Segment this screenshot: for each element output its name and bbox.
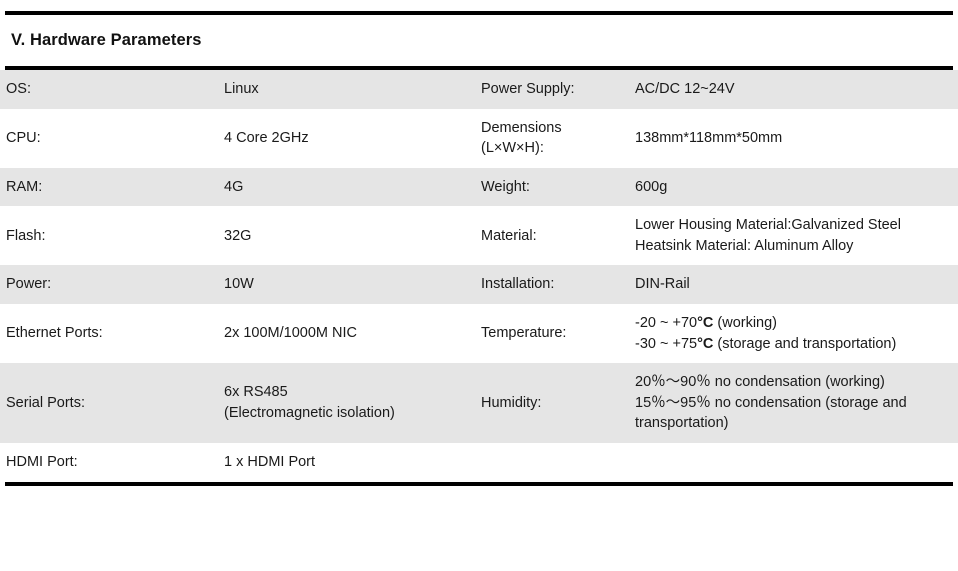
param-label-os: OS: — [0, 70, 218, 109]
param-label-material: Material: — [475, 206, 629, 266]
hardware-parameters-page: V. Hardware Parameters OS: Linux Power S… — [0, 11, 958, 571]
table-body: OS: Linux Power Supply: AC/DC 12~24V CPU… — [0, 70, 958, 482]
param-label-temperature: Temperature: — [475, 304, 629, 364]
top-rule-divider — [5, 11, 953, 15]
param-value-ram: 4G — [218, 167, 475, 207]
param-value-cpu: 4 Core 2GHz — [218, 108, 475, 168]
table-header-rule-divider — [5, 66, 953, 70]
table-row: Ethernet Ports: 2x 100M/1000M NIC Temper… — [0, 304, 958, 364]
param-label-ethernet-ports: Ethernet Ports: — [0, 304, 218, 364]
bottom-rule-divider — [5, 481, 953, 486]
param-label-installation: Installation: — [475, 265, 629, 305]
table-row: Power: 10W Installation: DIN-Rail — [0, 265, 958, 305]
param-value-os: Linux — [218, 70, 475, 109]
param-value-dimensions: 138mm*118mm*50mm — [629, 108, 958, 168]
param-label-cpu: CPU: — [0, 108, 218, 168]
section-title-band: V. Hardware Parameters — [5, 15, 953, 66]
param-value-power: 10W — [218, 265, 475, 305]
param-label-power-supply: Power Supply: — [475, 70, 629, 109]
param-label-flash: Flash: — [0, 206, 218, 266]
param-value-temperature: -20 ~ +70°C (working) -30 ~ +75°C (storag… — [629, 304, 958, 364]
table-row: HDMI Port: 1 x HDMI Port — [0, 442, 958, 482]
param-label-ram: RAM: — [0, 167, 218, 207]
table-row: CPU: 4 Core 2GHz Demensions (L×W×H): 138… — [0, 108, 958, 168]
param-label-weight: Weight: — [475, 167, 629, 207]
param-value-power-supply: AC/DC 12~24V — [629, 70, 958, 109]
table-row: RAM: 4G Weight: 600g — [0, 167, 958, 207]
param-value-flash: 32G — [218, 206, 475, 266]
param-value-empty — [629, 442, 958, 482]
param-label-empty — [475, 442, 629, 482]
param-label-dimensions: Demensions (L×W×H): — [475, 108, 629, 168]
param-value-installation: DIN-Rail — [629, 265, 958, 305]
param-value-ethernet-ports: 2x 100M/1000M NIC — [218, 304, 475, 364]
table-row: OS: Linux Power Supply: AC/DC 12~24V — [0, 70, 958, 109]
hardware-parameters-table: OS: Linux Power Supply: AC/DC 12~24V CPU… — [0, 70, 958, 482]
param-value-serial-ports: 6x RS485 (Electromagnetic isolation) — [218, 363, 475, 443]
param-value-material: Lower Housing Material:Galvanized Steel … — [629, 206, 958, 266]
param-label-hdmi-port: HDMI Port: — [0, 442, 218, 482]
param-value-humidity: 20％〜90％ no condensation (working) 15％〜95… — [629, 363, 958, 443]
param-label-serial-ports: Serial Ports: — [0, 363, 218, 443]
page-title: V. Hardware Parameters — [11, 31, 202, 49]
table-row: Serial Ports: 6x RS485 (Electromagnetic … — [0, 363, 958, 443]
param-label-humidity: Humidity: — [475, 363, 629, 443]
degree-celsius-unit: °C — [697, 315, 714, 332]
table-row: Flash: 32G Material: Lower Housing Mater… — [0, 206, 958, 266]
param-label-power: Power: — [0, 265, 218, 305]
degree-celsius-unit: °C — [697, 335, 714, 352]
param-value-hdmi-port: 1 x HDMI Port — [218, 442, 475, 482]
param-value-weight: 600g — [629, 167, 958, 207]
